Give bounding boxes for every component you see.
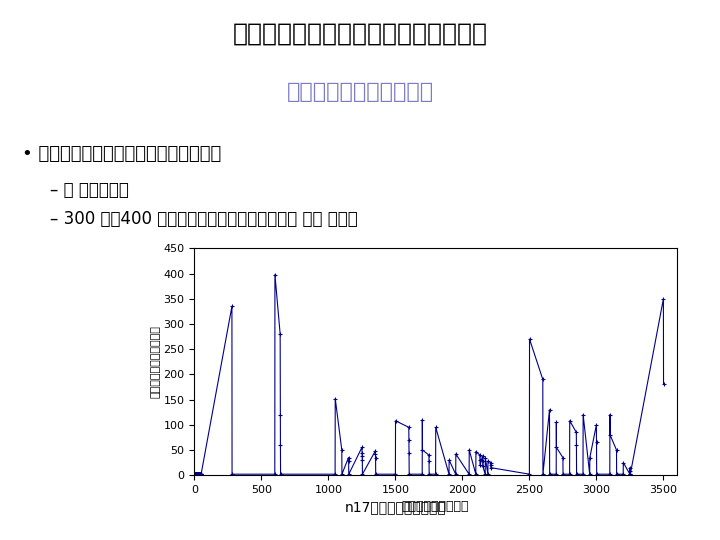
- Text: 参考ご意見と論文修正箇所について５: 参考ご意見と論文修正箇所について５: [233, 22, 487, 45]
- Text: – ２ 秒毎に送信: – ２ 秒毎に送信: [50, 181, 130, 199]
- Text: 時間制約の前提について: 時間制約の前提について: [287, 82, 433, 102]
- Text: – 300 から400 秒応答がない状況が１時間に３ 、４ 回発生: – 300 から400 秒応答がない状況が１時間に３ 、４ 回発生: [50, 210, 358, 227]
- X-axis label: パケットシーケンス: パケットシーケンス: [402, 501, 469, 514]
- Text: n17のパケット到着間隔: n17のパケット到着間隔: [345, 501, 447, 515]
- Y-axis label: パケット到着間隔（秒）: パケット到着間隔（秒）: [150, 326, 161, 398]
- Text: • パケットロス率が高い環境下での再送: • パケットロス率が高い環境下での再送: [22, 145, 221, 163]
